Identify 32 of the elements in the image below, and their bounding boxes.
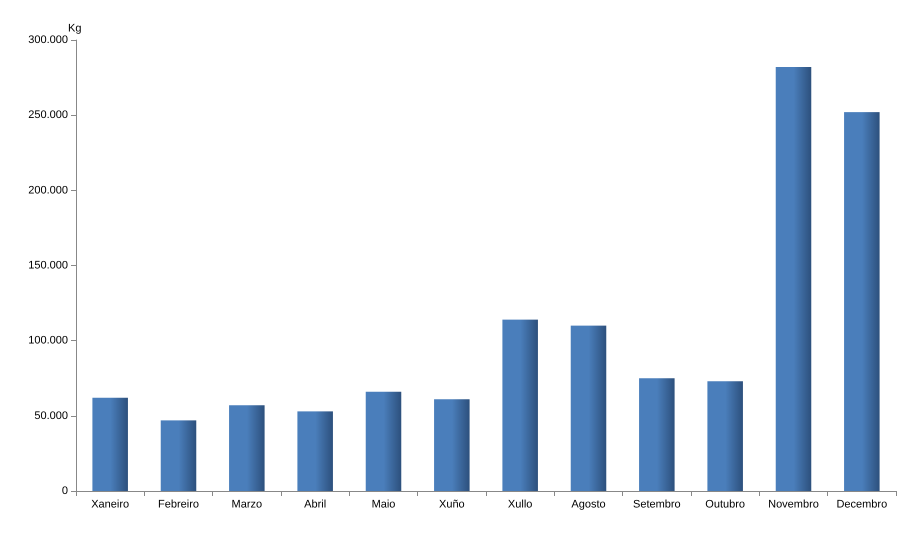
bar <box>844 112 880 491</box>
y-tick-label: 250.000 <box>28 109 68 122</box>
bar <box>92 398 128 491</box>
x-tick-label: Xaneiro <box>91 498 130 510</box>
y-tick-label: 150.000 <box>28 260 68 272</box>
y-axis-title: Kg <box>68 22 82 34</box>
x-tick-label: Marzo <box>232 498 262 510</box>
y-tick-label: 300.000 <box>28 34 68 46</box>
y-tick-label: 50.000 <box>34 410 68 422</box>
x-tick-label: Decembro <box>836 498 888 510</box>
x-tick-label: Novembro <box>768 498 819 510</box>
y-tick-label: 100.000 <box>28 334 68 347</box>
bar <box>297 411 333 491</box>
x-tick-label: Outubro <box>705 498 746 510</box>
x-tick-label: Febreiro <box>158 498 199 510</box>
bar <box>776 67 812 491</box>
bar <box>502 320 538 491</box>
x-tick-label: Xullo <box>508 498 532 510</box>
x-tick-label: Abril <box>304 498 326 510</box>
bar <box>229 405 265 491</box>
bar <box>707 381 743 491</box>
bar <box>160 420 196 491</box>
y-tick-label: 0 <box>62 485 68 497</box>
x-tick-label: Xuño <box>438 498 465 510</box>
x-tick-label: Maio <box>372 498 396 510</box>
bar <box>639 378 675 491</box>
y-tick-label: 200.000 <box>28 184 68 196</box>
bar <box>570 326 606 491</box>
x-tick-label: Setembro <box>632 498 681 510</box>
bar <box>434 399 470 491</box>
x-tick-label: Agosto <box>571 498 606 510</box>
bar <box>366 392 402 491</box>
